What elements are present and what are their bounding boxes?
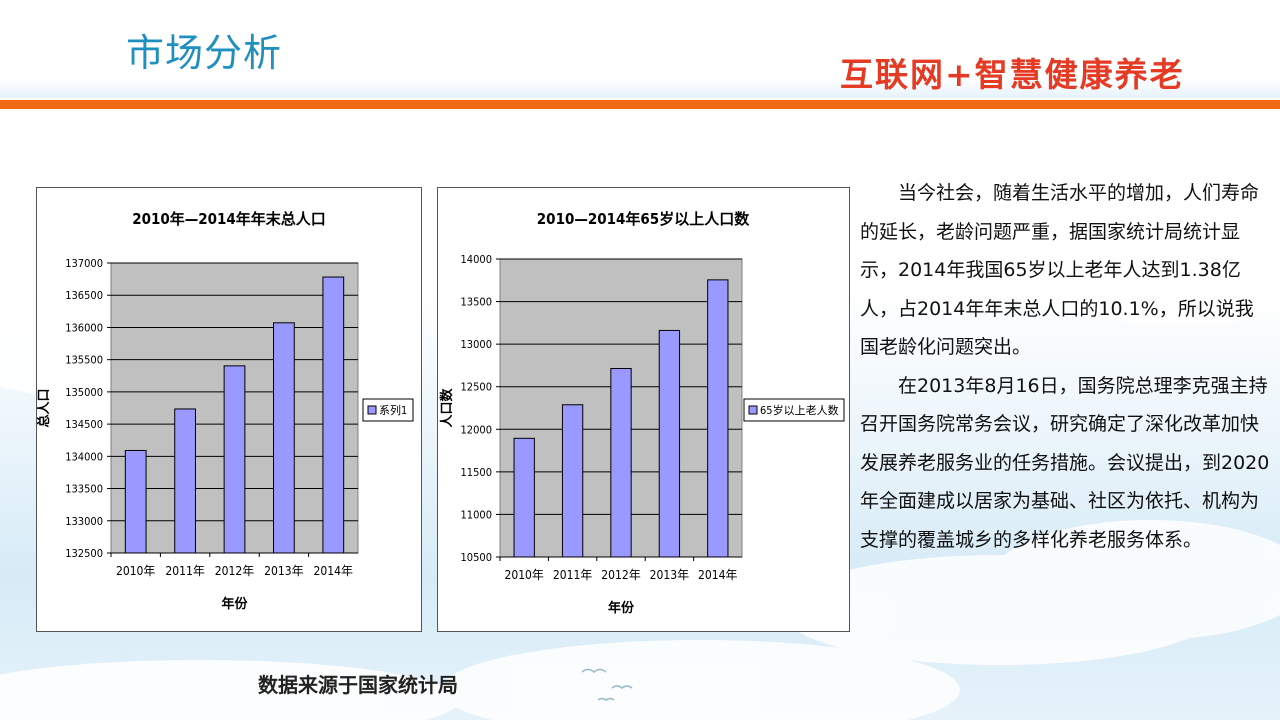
bar [322,276,345,554]
y-tick-label: 11000 [461,508,492,521]
y-tick-label: 14000 [461,253,492,266]
bar [223,365,246,554]
slogan-banner: 互联网+智慧健康养老 [840,55,1185,94]
y-axis-title: 人口数 [439,388,455,428]
chart-elderly-population: 2010—2014年65岁以上人口数 10500 11000 11500 12000 12… [437,187,850,632]
chart-elderly-population-svg: 2010—2014年65岁以上人口数 10500 11000 11500 12000 12… [439,210,845,616]
chart-title: 2010年—2014年年末总人口 [132,210,326,228]
y-tick-label: 134000 [65,450,103,463]
y-tick-label: 13000 [461,338,492,351]
y-tick-label: 11500 [461,466,492,479]
analysis-text: 当今社会，随着生活水平的增加，人们寿命的延长，老龄问题严重，据国家统计局统计显示… [860,174,1272,559]
x-tick-label: 2012年 [601,568,640,582]
x-tick-label: 2011年 [165,564,204,578]
y-tick-label: 134500 [65,418,103,431]
y-axis-title: 总人口 [37,388,52,427]
y-tick-label: 135500 [65,354,103,367]
y-tick-label: 12000 [461,423,492,436]
y-tick-label: 132500 [65,547,103,560]
x-tick-label: 2011年 [553,568,592,582]
bar [561,404,584,558]
legend: 65岁以上老人数 [743,398,845,422]
legend-label: 系列1 [379,403,407,417]
y-tick-label: 136000 [65,321,103,334]
y-tick-label: 12500 [461,381,492,394]
page-title: 市场分析 [126,31,283,75]
data-source-note: 数据来源于国家统计局 [258,673,458,697]
y-tick-label: 133500 [65,483,103,496]
bar [658,329,681,558]
y-tick-label: 136500 [65,289,103,302]
x-axis-title: 年份 [221,596,248,612]
x-tick-label: 2010年 [504,568,543,582]
x-tick-label: 2012年 [215,564,254,578]
chart-title: 2010—2014年65岁以上人口数 [537,210,750,228]
legend-box [743,398,845,422]
legend-label: 65岁以上老人数 [760,403,839,417]
bar [273,322,295,554]
y-tick-label: 13500 [461,296,492,309]
legend-box [362,398,414,422]
x-axis-title: 年份 [608,600,635,616]
bar [610,367,632,558]
analysis-paragraph-1: 当今社会，随着生活水平的增加，人们寿命的延长，老龄问题严重，据国家统计局统计显示… [860,182,1260,358]
x-tick-label: 2013年 [650,568,689,582]
bar [124,449,147,554]
y-tick-label: 133000 [65,515,103,528]
x-tick-label: 2014年 [314,564,353,578]
header-band [0,78,1280,98]
x-tick-label: 2013年 [264,564,303,578]
x-tick-label: 2014年 [698,568,737,582]
bird-icons [581,668,633,701]
y-tick-label: 135000 [65,386,103,399]
analysis-paragraph-2: 在2013年8月16日，国务院总理李克强主持召开国务院常务会议，研究确定了深化改… [860,374,1270,551]
legend-swatch [748,405,758,415]
chart-total-population: 2010年—2014年年末总人口 132500 133000 133500 134000… [36,187,422,632]
bar [174,408,196,554]
legend-swatch [367,405,377,415]
chart-total-population-svg: 2010年—2014年年末总人口 132500 133000 133500 134000… [37,210,414,612]
legend: 系列1 [362,398,414,422]
y-tick-label: 137000 [65,257,103,270]
bar [513,437,535,558]
x-tick-label: 2010年 [116,564,155,578]
bar [707,279,729,558]
y-tick-label: 10500 [461,551,492,564]
header-divider [0,100,1280,109]
